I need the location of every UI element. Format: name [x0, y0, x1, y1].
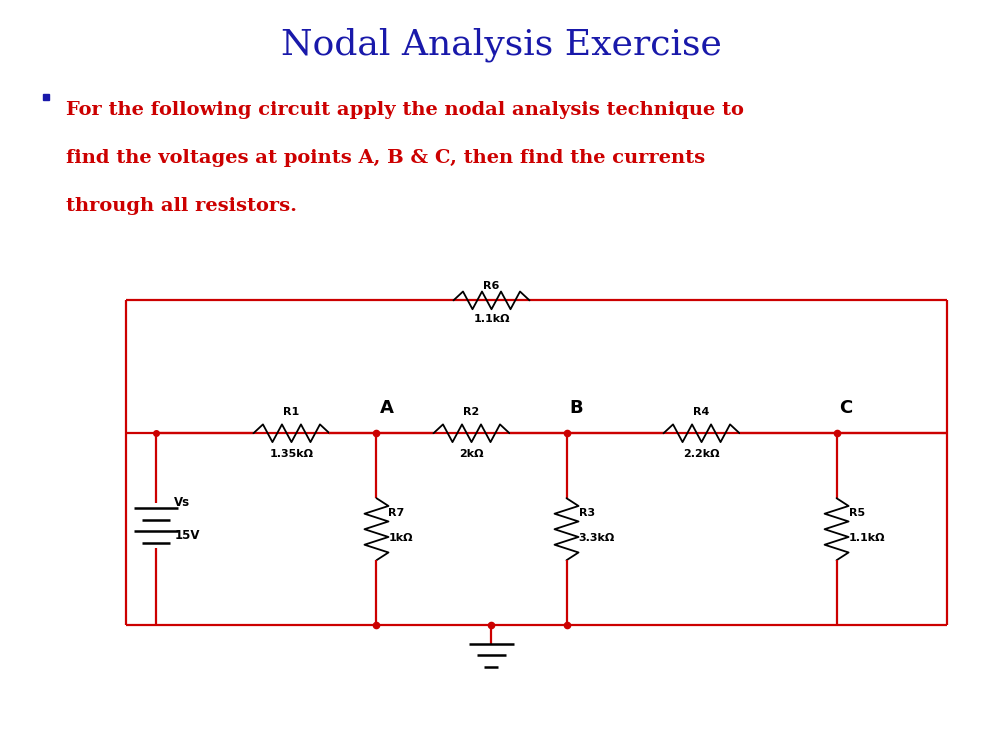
- Text: R7: R7: [388, 508, 405, 518]
- Text: B: B: [569, 399, 582, 417]
- Text: 2.2kΩ: 2.2kΩ: [682, 450, 719, 459]
- Text: A: A: [379, 399, 393, 417]
- Text: R6: R6: [483, 281, 499, 290]
- Text: 1.1kΩ: 1.1kΩ: [473, 313, 509, 324]
- Text: R5: R5: [848, 508, 864, 518]
- Text: C: C: [839, 399, 852, 417]
- Text: 15V: 15V: [174, 529, 199, 542]
- Text: Vs: Vs: [174, 496, 190, 509]
- Text: through all resistors.: through all resistors.: [66, 197, 298, 215]
- Text: R4: R4: [692, 407, 709, 417]
- Text: R3: R3: [578, 508, 594, 518]
- Text: find the voltages at points A, B & C, then find the currents: find the voltages at points A, B & C, th…: [66, 149, 704, 167]
- Text: 1.35kΩ: 1.35kΩ: [270, 450, 314, 459]
- Text: R2: R2: [463, 407, 479, 417]
- Text: R1: R1: [283, 407, 300, 417]
- Text: 1kΩ: 1kΩ: [388, 533, 413, 543]
- Text: Nodal Analysis Exercise: Nodal Analysis Exercise: [281, 27, 721, 62]
- Text: 3.3kΩ: 3.3kΩ: [578, 533, 614, 543]
- Text: For the following circuit apply the nodal analysis technique to: For the following circuit apply the noda…: [66, 101, 743, 119]
- Text: 1.1kΩ: 1.1kΩ: [848, 533, 884, 543]
- Text: 2kΩ: 2kΩ: [459, 450, 483, 459]
